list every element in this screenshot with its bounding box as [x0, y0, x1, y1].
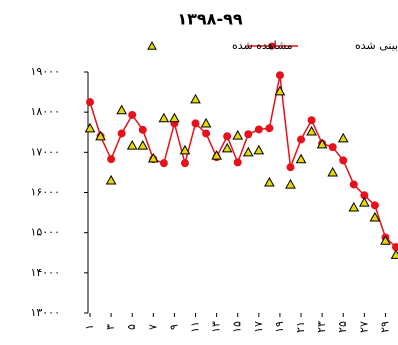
x-tick-label: ۲۹ [378, 321, 391, 333]
point [286, 163, 295, 172]
x-tick-label: ۲۵ [336, 321, 349, 333]
point [390, 249, 398, 259]
point [95, 130, 106, 141]
y-tick-label: ۱۹۰۰۰ [30, 65, 60, 78]
point [86, 98, 94, 107]
x-tick-label: ۵ [125, 324, 138, 330]
point [116, 104, 128, 115]
y-tick-label: ۱۳۰۰۰ [30, 306, 60, 319]
legend-label: پیش‌بینی شده [355, 39, 398, 52]
point [265, 124, 274, 133]
point [349, 180, 358, 189]
point [275, 71, 284, 80]
point [316, 138, 328, 149]
point [337, 132, 349, 143]
x-tick-label: ۱۱ [189, 321, 202, 333]
point [307, 116, 316, 125]
point [223, 132, 232, 141]
point [254, 125, 263, 134]
point [370, 201, 379, 210]
y-tick-label: ۱۷۰۰۰ [30, 145, 60, 158]
x-tick-label: ۱۵ [231, 321, 244, 333]
point [242, 146, 254, 157]
point [392, 243, 398, 252]
x-tick-label: ۲۱ [294, 321, 307, 333]
point [138, 125, 147, 134]
point [128, 110, 137, 119]
point [244, 130, 253, 139]
point [348, 201, 360, 212]
x-tick-label: ۹ [167, 324, 180, 330]
point [211, 150, 222, 160]
chart-title: ۱۳۹۸-۹۹ [177, 10, 242, 29]
y-tick-label: ۱۸۰۰۰ [30, 105, 60, 118]
point [328, 143, 337, 152]
point [105, 174, 117, 185]
point [327, 166, 339, 177]
point [169, 112, 180, 123]
point [380, 235, 391, 245]
point [117, 129, 126, 138]
legend-label: مشاهده شده [232, 39, 293, 52]
point [358, 197, 370, 207]
x-tick-label: ۱۷ [252, 321, 265, 333]
point [126, 139, 138, 150]
x-tick-label: ۲۳ [315, 321, 328, 333]
point [295, 153, 307, 164]
point [297, 135, 306, 144]
point [233, 158, 242, 167]
point [369, 211, 381, 222]
point [179, 144, 191, 155]
point [190, 93, 201, 104]
x-tick-label: ۲۷ [357, 321, 370, 333]
legend-marker [268, 42, 276, 50]
x-tick-label: ۷ [146, 324, 159, 330]
point [180, 159, 189, 168]
point [274, 85, 286, 96]
series-line [89, 75, 397, 248]
y-tick-label: ۱۵۰۰۰ [30, 226, 60, 239]
point [158, 112, 170, 123]
point [253, 144, 265, 155]
x-tick-label: ۱ [83, 324, 96, 330]
point [107, 155, 116, 164]
point [191, 119, 200, 128]
point [264, 176, 275, 187]
point [232, 129, 244, 140]
point [306, 125, 317, 136]
point [159, 159, 168, 168]
point [200, 117, 212, 128]
point [221, 142, 233, 153]
y-tick-label: ۱۶۰۰۰ [30, 186, 60, 199]
point [84, 122, 96, 133]
x-tick-label: ۱۹ [273, 321, 286, 333]
x-tick-label: ۱۳ [210, 321, 223, 333]
y-tick-label: ۱۴۰۰۰ [30, 266, 60, 279]
legend-marker [147, 40, 157, 50]
x-tick-label: ۳ [104, 324, 117, 330]
point [202, 129, 211, 138]
point [339, 156, 348, 165]
point [137, 139, 149, 150]
point [285, 178, 296, 189]
point [147, 152, 159, 163]
